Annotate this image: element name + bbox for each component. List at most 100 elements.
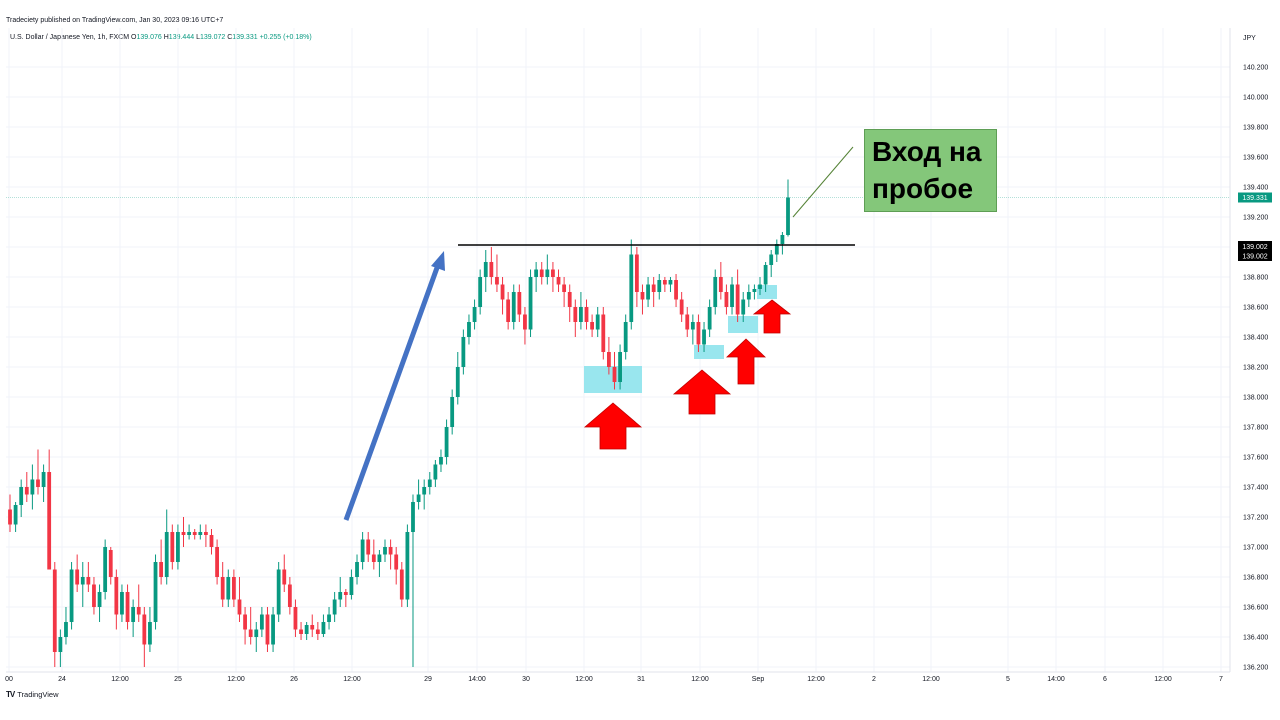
candle-body xyxy=(321,622,326,634)
price-tick-label: 138.600 xyxy=(1243,305,1268,312)
candle-body xyxy=(422,487,427,495)
candle-body xyxy=(366,539,371,555)
candle xyxy=(573,299,578,337)
time-tick-label: 12:00 xyxy=(807,676,825,683)
candle-body xyxy=(713,277,718,307)
candle-body xyxy=(209,535,214,547)
support-zone-box xyxy=(728,316,758,333)
candle xyxy=(483,250,488,292)
support-zone-box xyxy=(757,285,777,299)
candle-body xyxy=(450,397,455,427)
callout-line-1: Вход на xyxy=(872,136,982,167)
candle-body xyxy=(769,254,774,265)
candle-body xyxy=(758,284,762,289)
candle xyxy=(416,479,421,510)
candle xyxy=(187,524,192,540)
candle-body xyxy=(730,284,734,307)
candle-body xyxy=(467,322,471,337)
candle-body xyxy=(690,322,695,330)
red-up-arrow xyxy=(725,338,767,385)
candle-body xyxy=(383,547,387,555)
price-tick-label: 140.000 xyxy=(1243,95,1268,102)
symbol-legend[interactable]: U.S. Dollar / Japanese Yen, 1h, FXCM O13… xyxy=(10,34,312,41)
price-tick-label: 139.800 xyxy=(1243,125,1268,132)
candle-body xyxy=(153,562,158,622)
candle xyxy=(142,607,147,667)
candle-body xyxy=(276,569,281,615)
candle xyxy=(662,277,667,292)
candle xyxy=(92,577,96,615)
candle-body xyxy=(69,569,74,622)
candle-body xyxy=(148,622,152,645)
callout-pointer-line xyxy=(792,146,854,218)
candle xyxy=(478,269,483,315)
candle xyxy=(629,239,634,330)
candle xyxy=(338,577,343,607)
candle xyxy=(315,622,320,640)
candle xyxy=(64,607,68,645)
candle-body xyxy=(355,562,359,577)
low-label: L xyxy=(196,34,200,41)
candle-body xyxy=(332,599,337,615)
candle-body xyxy=(674,280,678,300)
candle-body xyxy=(265,614,270,645)
candle-body xyxy=(399,569,404,600)
candle xyxy=(674,274,678,307)
candle-body xyxy=(495,277,499,285)
candle xyxy=(634,247,639,307)
candle xyxy=(293,599,298,637)
candle xyxy=(517,284,522,322)
candle-body xyxy=(506,299,511,322)
candle-body xyxy=(433,464,438,480)
annotation-arrows xyxy=(343,251,792,521)
candle xyxy=(248,607,253,645)
candle-body xyxy=(47,472,52,570)
candle xyxy=(47,449,52,570)
candle-body xyxy=(618,352,622,382)
time-tick-label: 26 xyxy=(290,676,298,683)
candle xyxy=(371,539,376,570)
candle-body xyxy=(573,307,578,322)
price-tick-label: 138.800 xyxy=(1243,275,1268,282)
candle xyxy=(120,584,124,622)
candle xyxy=(612,352,617,390)
candle xyxy=(254,622,259,652)
candle-body xyxy=(248,629,253,637)
trend-arrow-head xyxy=(431,251,445,271)
candle xyxy=(271,607,275,652)
candle xyxy=(125,584,130,630)
candle-body xyxy=(439,457,443,465)
change-value: +0.255 (+0.18%) xyxy=(259,34,312,41)
candle xyxy=(579,292,583,330)
candle xyxy=(19,479,24,517)
candle xyxy=(752,284,757,300)
candle xyxy=(52,562,57,667)
candle-body xyxy=(539,269,544,277)
candle xyxy=(136,584,141,622)
candle-body xyxy=(579,307,583,322)
candle-body xyxy=(511,292,516,322)
time-tick-label: Sep xyxy=(752,676,765,683)
candle xyxy=(69,562,74,630)
red-up-arrow xyxy=(752,299,792,334)
candle-body xyxy=(215,547,219,577)
candle-body xyxy=(478,277,483,307)
candle-body xyxy=(231,577,236,600)
candle-body xyxy=(741,299,746,315)
candle xyxy=(394,547,399,585)
candle-body xyxy=(327,614,331,622)
candle xyxy=(181,517,186,547)
candle-body xyxy=(405,532,410,600)
tradingview-brand[interactable]: TV TradingView xyxy=(6,690,59,699)
candle xyxy=(97,584,102,622)
candle xyxy=(8,494,12,532)
candle xyxy=(131,599,136,637)
candle-body xyxy=(299,629,303,634)
candle xyxy=(444,419,449,465)
candle xyxy=(405,524,410,607)
candle xyxy=(685,307,690,337)
candle xyxy=(735,269,740,322)
candle-body xyxy=(114,577,119,615)
candle xyxy=(495,254,499,292)
